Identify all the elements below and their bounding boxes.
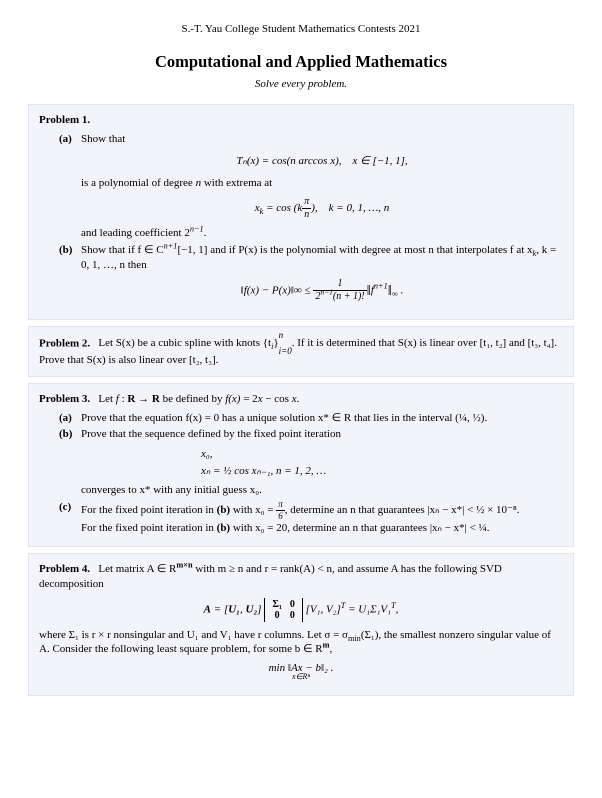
p3-lead: Let f : R → R be defined by f(x) = 2x − …: [93, 393, 299, 405]
p4-min-eq: min ‖Ax − b‖₂ . x∈Rⁿ: [39, 663, 563, 681]
part-label: (b): [59, 427, 81, 498]
part-label: (a): [59, 411, 81, 426]
p4-eq: A = [U₁, U₂] Σ₁0 00 [V₁, V₂]T = U₁Σ₁V₁T,: [39, 598, 563, 622]
p1b-text: Show that if f ∈ Cn+1[−1, 1] and if P(x)…: [81, 244, 556, 271]
problem-1-head: Problem 1.: [39, 113, 563, 128]
p1a-tail: and leading coefficient 2n−1.: [81, 227, 206, 239]
problem-2: Problem 2. Let S(x) be a cubic spline wi…: [28, 326, 574, 377]
main-title: Computational and Applied Mathematics: [28, 51, 574, 73]
p3b-text: Prove that the sequence defined by the f…: [81, 428, 341, 440]
problem-1: Problem 1. (a) Show that Tₙ(x) = cos(n a…: [28, 104, 574, 320]
subtitle: Solve every problem.: [28, 77, 574, 92]
p1a-eq1: Tₙ(x) = cos(n arccos x), x ∈ [−1, 1],: [81, 153, 563, 171]
problem-4-head: Problem 4.: [39, 563, 90, 575]
p3a-text: Prove that the equation f(x) = 0 has a u…: [81, 411, 563, 426]
p3b-tail: converges to x* with any initial guess x…: [81, 484, 262, 496]
p1-part-b: (b) Show that if f ∈ Cn+1[−1, 1] and if …: [59, 243, 563, 309]
p3-part-b: (b) Prove that the sequence defined by t…: [59, 427, 563, 498]
p3-part-c: (c) For the fixed point iteration in (b)…: [59, 500, 563, 536]
p4-tail: where Σ₁ is r × r nonsingular and U₁ and…: [39, 628, 563, 658]
p1a-eq2: xk = cos (kπn), k = 0, 1, …, n: [81, 197, 563, 220]
problem-2-head: Problem 2.: [39, 337, 90, 349]
p3b-eq: x₀, xₙ = ½ cos xₙ₋₁, n = 1, 2, …: [201, 446, 563, 479]
p2-text: Let S(x) be a cubic spline with knots {t…: [39, 337, 557, 366]
p1a-after: is a polynomial of degree n with extrema…: [81, 177, 272, 189]
p1b-eq: ‖f(x) − P(x)‖∞ ≤ 12n−1(n + 1)!‖ ‖ffn+1‖∞…: [81, 279, 563, 303]
problem-4: Problem 4. Let matrix A ∈ Rm×n with m ≥ …: [28, 553, 574, 696]
p3-part-a: (a) Prove that the equation f(x) = 0 has…: [59, 411, 563, 426]
p1a-text: Show that: [81, 133, 125, 145]
problem-3-head: Problem 3.: [39, 393, 90, 405]
part-label: (c): [59, 500, 81, 536]
contest-header: S.-T. Yau College Student Mathematics Co…: [28, 22, 574, 37]
problem-3: Problem 3. Let f : R → R be defined by f…: [28, 383, 574, 547]
p4-lead: Let matrix A ∈ Rm×n with m ≥ n and r = r…: [39, 563, 502, 590]
part-label: (b): [59, 243, 81, 309]
p3c-text: For the fixed point iteration in (b) wit…: [81, 500, 563, 536]
p1-part-a: (a) Show that Tₙ(x) = cos(n arccos x), x…: [59, 132, 563, 241]
part-label: (a): [59, 132, 81, 241]
